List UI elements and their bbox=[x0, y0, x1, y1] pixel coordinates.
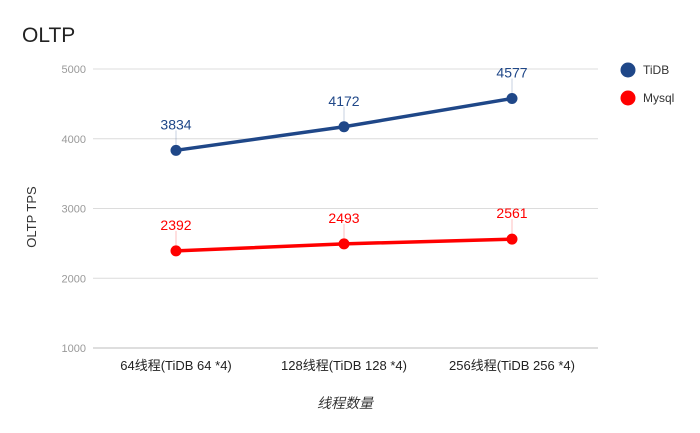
y-tick-label: 4000 bbox=[62, 134, 86, 146]
data-point[interactable] bbox=[506, 93, 518, 105]
series-tidb: 3834 4172 4577 bbox=[160, 65, 528, 156]
data-label: 4172 bbox=[328, 93, 359, 109]
legend-item-tidb[interactable]: TiDB bbox=[620, 62, 670, 78]
series-mysql: 2392 2493 2561 bbox=[160, 205, 528, 257]
y-tick-label: 5000 bbox=[62, 64, 86, 76]
y-tick-labels: 1000 2000 3000 4000 5000 bbox=[62, 64, 86, 355]
x-category-label: 64线程(TiDB 64 *4) bbox=[120, 358, 232, 373]
data-label: 3834 bbox=[160, 116, 191, 132]
data-point[interactable] bbox=[170, 144, 182, 156]
legend-item-mysql[interactable]: Mysql bbox=[620, 90, 675, 106]
data-label: 2493 bbox=[328, 210, 359, 226]
y-tick-label: 3000 bbox=[62, 204, 86, 216]
data-label: 2392 bbox=[160, 217, 191, 233]
gridlines bbox=[93, 68, 598, 349]
x-category-labels: 64线程(TiDB 64 *4) 128线程(TiDB 128 *4) 256线程(… bbox=[120, 358, 575, 373]
chart-title: OLTP bbox=[22, 24, 75, 47]
series-group: 3834 4172 4577 2392 2493 2561 bbox=[160, 65, 528, 257]
y-tick-label: 2000 bbox=[62, 273, 86, 285]
legend-marker bbox=[620, 62, 636, 78]
legend-label: Mysql bbox=[643, 91, 674, 105]
data-label: 2561 bbox=[496, 205, 527, 221]
x-axis-title: 线程数量 bbox=[317, 395, 375, 411]
data-point[interactable] bbox=[506, 233, 518, 245]
data-point[interactable] bbox=[338, 238, 350, 250]
x-category-label: 128线程(TiDB 128 *4) bbox=[281, 358, 407, 373]
y-axis-title: OLTP TPS bbox=[24, 186, 39, 248]
legend[interactable]: TiDB Mysql bbox=[620, 62, 675, 106]
legend-label: TiDB bbox=[643, 63, 669, 77]
data-point[interactable] bbox=[338, 121, 350, 133]
data-label: 4577 bbox=[496, 65, 527, 81]
data-point[interactable] bbox=[170, 245, 182, 257]
legend-marker bbox=[620, 90, 636, 106]
x-category-label: 256线程(TiDB 256 *4) bbox=[449, 358, 575, 373]
y-tick-label: 1000 bbox=[62, 343, 86, 355]
